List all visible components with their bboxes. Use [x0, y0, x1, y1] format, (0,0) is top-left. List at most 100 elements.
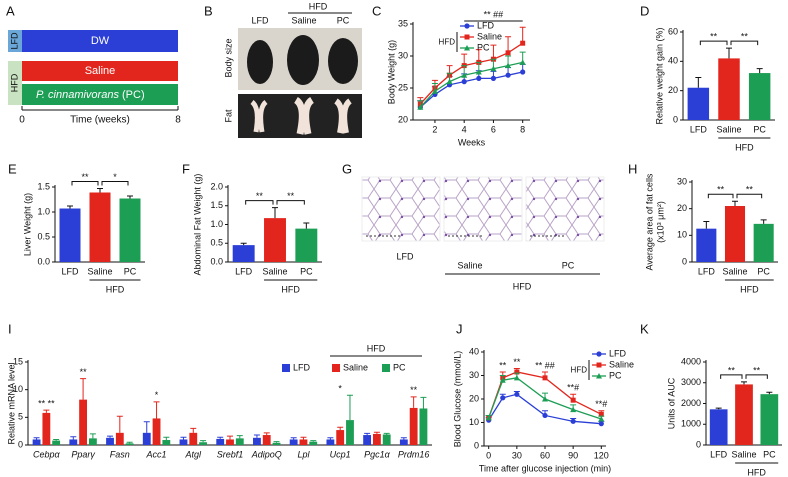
marker — [475, 69, 482, 75]
significance-bracket — [245, 200, 274, 205]
bar — [687, 87, 710, 120]
bar — [409, 407, 418, 445]
legend-label: LFD — [477, 20, 495, 30]
marker — [570, 418, 576, 424]
error-bar — [163, 436, 170, 441]
error-bar — [200, 440, 207, 443]
series-line — [419, 61, 523, 108]
group-label: HFD — [747, 467, 766, 477]
bar — [760, 394, 779, 445]
bar — [253, 437, 261, 445]
saline-bar — [22, 61, 178, 81]
group-label: HFD — [106, 284, 125, 294]
fat-pad — [334, 98, 352, 134]
marker — [520, 40, 526, 46]
x-tick-label: 8 — [520, 124, 525, 134]
x-tick-label: LFD — [235, 266, 253, 276]
error-bar — [107, 435, 114, 438]
y-tick-label: 40 — [469, 346, 479, 356]
legend-label: PC — [393, 362, 406, 372]
legend-label: LFD — [293, 362, 311, 372]
y-tick-label: 1.5 — [37, 181, 50, 191]
error-bar — [240, 242, 247, 246]
bar — [382, 434, 391, 445]
column-label: Saline — [291, 15, 316, 25]
bar — [59, 208, 81, 262]
marker — [520, 69, 526, 75]
y-tick-label: 30 — [677, 176, 687, 186]
x-tick-label: Saline — [87, 266, 112, 276]
y-tick-label: 1.0 — [37, 206, 50, 216]
time-end: 8 — [175, 115, 181, 126]
x-tick-label: 2 — [432, 124, 437, 134]
marker — [514, 369, 520, 375]
x-tick-label: Saline — [731, 449, 756, 459]
x-tick-label: PC — [300, 266, 313, 276]
error-bar — [253, 434, 260, 438]
marker — [446, 78, 453, 85]
y-tick-label: 2.0 — [210, 181, 223, 191]
error-bar — [33, 437, 40, 440]
y-tick-label: 20 — [668, 85, 678, 95]
marker — [461, 72, 468, 78]
bar — [115, 432, 124, 445]
x-tick-label: Lpl — [297, 449, 310, 459]
significance: ** — [256, 191, 264, 201]
legend-marker — [596, 362, 602, 368]
significance: ** — [80, 367, 88, 377]
marker — [542, 412, 548, 419]
error-bar — [80, 378, 87, 400]
y-tick-label: 20 — [398, 114, 408, 124]
y-tick-label: 10 — [469, 417, 479, 427]
fat-pad — [293, 97, 315, 135]
error-bar — [741, 381, 747, 385]
error-bar — [300, 436, 307, 440]
y-tick-label: 0 — [696, 439, 701, 449]
error-bar — [373, 431, 380, 434]
pc-species: P. cinnamivorans — [36, 89, 119, 101]
error-bar — [126, 441, 133, 444]
panel-label: J — [456, 321, 463, 336]
significance-bracket — [736, 193, 763, 199]
significance-bracket — [699, 40, 728, 46]
bar — [289, 439, 298, 445]
error-bar — [337, 426, 344, 431]
bar — [295, 228, 318, 262]
series-line — [488, 371, 602, 419]
time-label: Time (weeks) — [70, 115, 130, 126]
panel-label: F — [182, 161, 190, 176]
panel-label: E — [8, 161, 17, 176]
hfd-box — [8, 61, 22, 105]
row-label: Body size — [223, 38, 233, 77]
x-tick-label: 6 — [491, 124, 496, 134]
x-tick-label: LFD — [698, 266, 716, 276]
error-bar — [519, 26, 526, 44]
significance: ** — [710, 32, 718, 42]
column-label: LFD — [251, 15, 269, 25]
marker — [519, 59, 526, 65]
x-tick-label: Saline — [262, 266, 287, 276]
panel-label: B — [204, 3, 213, 18]
y-tick-label: 35 — [398, 18, 408, 28]
y-tick-label: 0 — [18, 439, 23, 449]
group-label: HFD — [513, 281, 532, 291]
y-axis-label: Average area of fat cells — [644, 173, 654, 270]
x-tick-label: PC — [763, 449, 776, 459]
legend-group-label: HFD — [571, 366, 588, 375]
y-tick-label: 10 — [677, 230, 687, 240]
bar — [309, 441, 318, 445]
significance-bracket — [730, 40, 759, 46]
legend-group-label: HFD — [439, 38, 456, 47]
y-tick-label: 30 — [398, 50, 408, 60]
error-bar — [217, 436, 224, 439]
bar — [262, 435, 271, 445]
bar — [363, 435, 372, 445]
annotation: **# — [595, 399, 607, 409]
x-axis-label: Weeks — [458, 137, 486, 147]
x-tick-label: Pparγ — [71, 449, 95, 459]
error-bar — [505, 36, 512, 53]
marker — [542, 396, 548, 402]
y-tick-label: 0.5 — [37, 231, 50, 241]
x-tick-label: 90 — [568, 450, 578, 460]
